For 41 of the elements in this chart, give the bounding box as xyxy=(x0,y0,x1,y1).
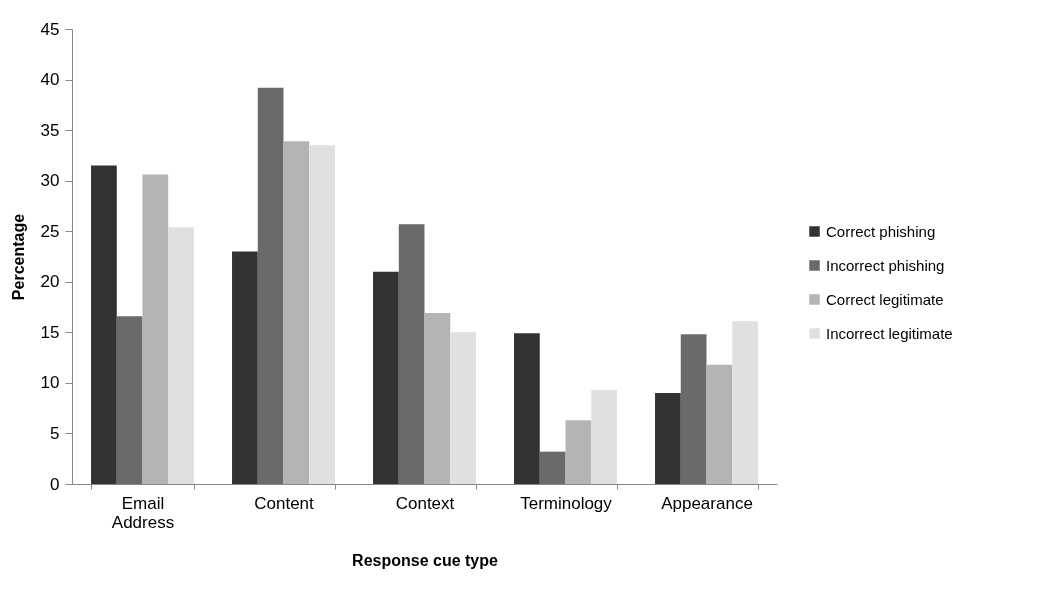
bar xyxy=(398,224,425,484)
y-tick-label: 0 xyxy=(50,474,60,494)
x-tick-label: Context xyxy=(395,493,455,513)
y-tick-label: 15 xyxy=(40,322,60,342)
bar xyxy=(168,227,194,484)
x-tick-label: Content xyxy=(254,493,315,513)
y-tick-label: 25 xyxy=(40,221,60,241)
bar xyxy=(514,333,540,484)
bar xyxy=(680,334,707,484)
bar xyxy=(283,141,310,484)
y-tick-label: 40 xyxy=(40,70,60,90)
x-tick-label: Terminology xyxy=(520,493,613,513)
bar xyxy=(91,165,117,484)
x-tick-label: Email Address xyxy=(111,493,175,532)
legend-label: Incorrect legitimate xyxy=(826,324,953,342)
y-tick-label: 45 xyxy=(40,19,60,39)
legend-label: Correct phishing xyxy=(826,222,936,240)
bar xyxy=(142,174,169,484)
bar xyxy=(116,316,143,484)
bar xyxy=(565,420,592,484)
bar xyxy=(450,332,476,484)
legend-label: Correct legitimate xyxy=(826,290,944,308)
y-tick-label: 20 xyxy=(40,272,60,292)
x-tick-label: Appearance xyxy=(661,493,753,513)
bar xyxy=(424,313,451,484)
bar xyxy=(373,271,399,484)
bar xyxy=(309,145,335,484)
x-axis-title: Response cue type xyxy=(352,551,499,569)
bar xyxy=(655,393,681,484)
bar xyxy=(539,451,566,484)
y-axis-title: Percentage xyxy=(9,213,27,301)
y-tick-label: 35 xyxy=(40,120,60,140)
bar xyxy=(257,87,284,484)
y-tick-label: 5 xyxy=(50,423,60,443)
y-tick-label: 10 xyxy=(40,373,60,393)
bar xyxy=(732,321,758,484)
bar xyxy=(232,251,258,484)
bar xyxy=(591,389,617,484)
y-tick-label: 30 xyxy=(40,171,60,191)
legend-label: Incorrect phishing xyxy=(826,256,945,274)
bar xyxy=(706,364,733,484)
